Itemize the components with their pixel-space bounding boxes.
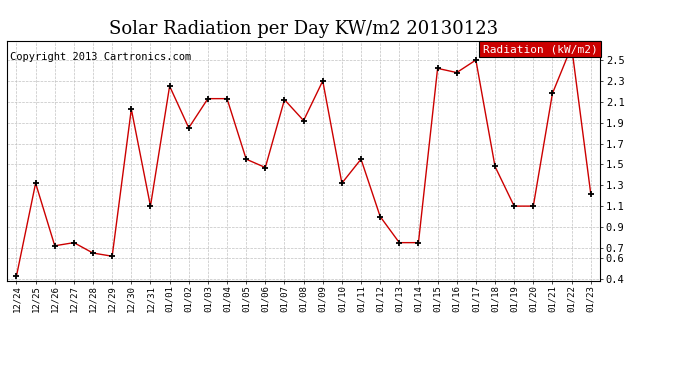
Title: Solar Radiation per Day KW/m2 20130123: Solar Radiation per Day KW/m2 20130123 xyxy=(109,20,498,38)
Text: Copyright 2013 Cartronics.com: Copyright 2013 Cartronics.com xyxy=(10,52,192,62)
Text: Radiation (kW/m2): Radiation (kW/m2) xyxy=(483,44,598,54)
